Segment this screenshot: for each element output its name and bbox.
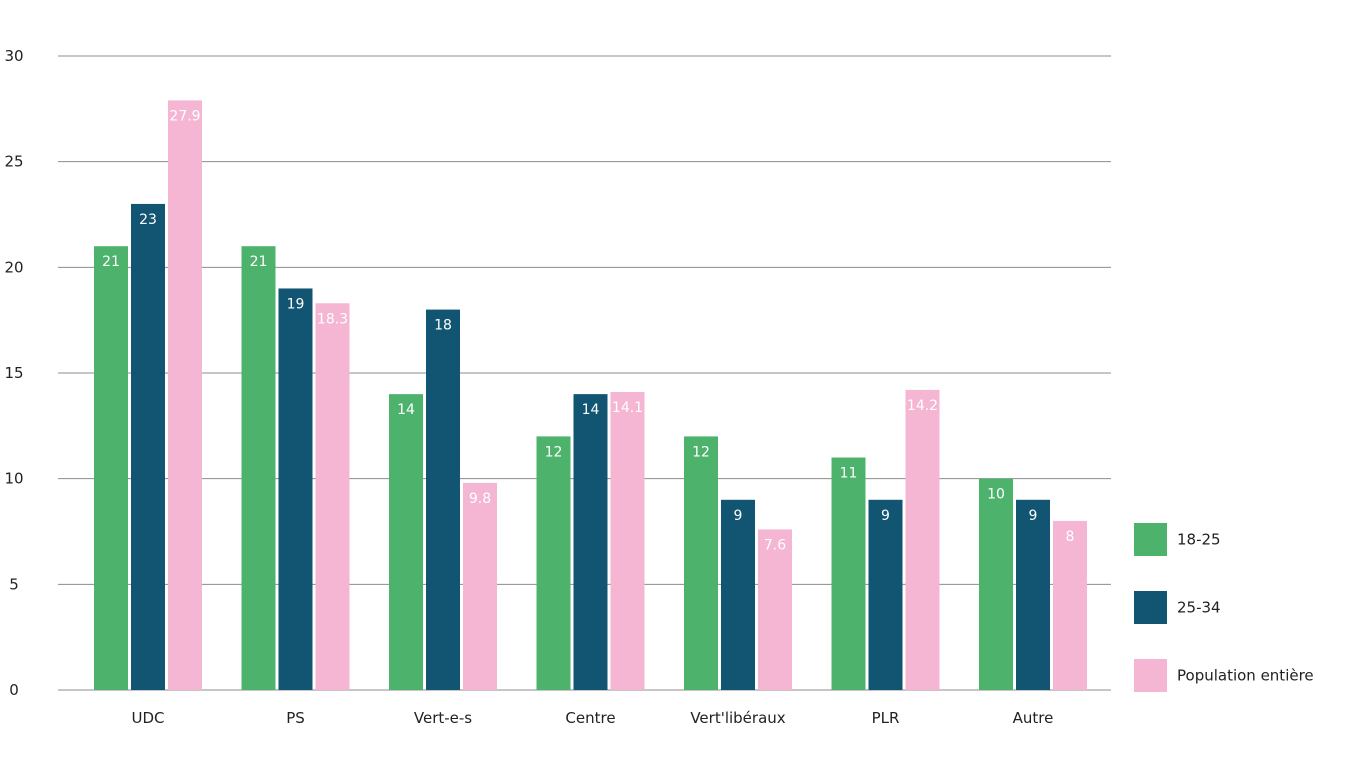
bar-value-label: 9 — [1029, 508, 1038, 524]
legend-label: 25-34 — [1177, 599, 1221, 617]
legend-label: 18-25 — [1177, 531, 1221, 549]
bar-18-25-vert-lib-raux — [684, 436, 718, 690]
bar-population-enti-re-vert-lib-raux — [758, 529, 792, 690]
bar-25-34-ps — [278, 288, 313, 690]
bar-value-label: 27.9 — [169, 108, 200, 124]
bar-population-enti-re-vert-e-s — [463, 482, 497, 690]
bar-value-label: 23 — [139, 212, 157, 228]
bar-25-34-autre — [1016, 499, 1050, 690]
y-tick-label: 30 — [4, 47, 23, 65]
bar-population-enti-re-plr — [905, 389, 940, 690]
y-tick-label: 0 — [9, 681, 19, 699]
bar-value-label: 21 — [250, 254, 268, 270]
bar-value-label: 19 — [287, 296, 305, 312]
bar-25-34-udc — [131, 203, 165, 690]
x-category-label: PS — [286, 709, 305, 727]
bar-population-enti-re-ps — [315, 303, 350, 690]
x-axis-category-labels: UDC PS Vert-e-s Centre Vert'libéraux PLR Autre — [131, 709, 1053, 727]
bar-value-label: 7.6 — [764, 537, 786, 553]
legend: 18-25 25-34 Population entière — [1134, 523, 1314, 692]
legend-swatch — [1134, 523, 1167, 556]
y-tick-label: 10 — [4, 470, 23, 488]
bar-value-label: 8 — [1066, 529, 1075, 545]
bar-value-label: 12 — [692, 444, 710, 460]
bar-25-34-vert-e-s — [426, 309, 460, 690]
bar-value-label: 12 — [545, 444, 563, 460]
legend-label: Population entière — [1177, 667, 1314, 685]
bar-value-label: 14 — [582, 402, 600, 418]
legend-swatch — [1134, 591, 1167, 624]
bar-value-labels: 21 23 27.9 21 19 18.3 14 18 9.8 12 14 14.1 12 9 7.6 11 9… — [102, 108, 1074, 553]
x-category-label: Vert'libéraux — [690, 709, 785, 727]
y-tick-label: 5 — [9, 575, 19, 593]
x-category-label: Autre — [1013, 709, 1054, 727]
bar-value-label: 10 — [987, 487, 1005, 503]
legend-swatch — [1134, 659, 1167, 692]
bar-18-25-plr — [831, 457, 866, 690]
bar-value-label: 9 — [881, 508, 890, 524]
bar-population-enti-re-udc — [168, 100, 202, 690]
bar-value-label: 9 — [734, 508, 743, 524]
bar-18-25-udc — [94, 246, 128, 690]
x-category-label: Vert-e-s — [414, 709, 472, 727]
y-tick-label: 25 — [4, 153, 23, 171]
bar-value-label: 21 — [102, 254, 120, 270]
bar-value-label: 18.3 — [317, 311, 348, 327]
y-axis-tick-labels: 0 5 10 15 20 25 30 — [4, 47, 23, 699]
bar-18-25-autre — [979, 478, 1013, 690]
y-tick-label: 15 — [4, 364, 23, 382]
bar-value-label: 11 — [840, 466, 858, 482]
bar-18-25-ps — [241, 246, 276, 690]
bar-18-25-centre — [536, 436, 571, 690]
bar-population-enti-re-centre — [610, 392, 645, 690]
bar-25-34-centre — [573, 394, 608, 690]
bar-25-34-plr — [868, 499, 903, 690]
x-category-label: PLR — [872, 709, 900, 727]
bar-value-label: 14.1 — [612, 400, 643, 416]
bar-value-label: 9.8 — [469, 491, 491, 507]
y-tick-label: 20 — [4, 258, 23, 276]
bar-25-34-vert-lib-raux — [721, 499, 755, 690]
bar-value-label: 18 — [434, 318, 452, 334]
bar-18-25-vert-e-s — [389, 394, 423, 690]
bar-population-enti-re-autre — [1053, 520, 1087, 690]
bar-value-label: 14.2 — [907, 398, 938, 414]
x-category-label: Centre — [565, 709, 615, 727]
x-category-label: UDC — [131, 709, 164, 727]
bars — [94, 100, 1087, 690]
bar-value-label: 14 — [397, 402, 415, 418]
